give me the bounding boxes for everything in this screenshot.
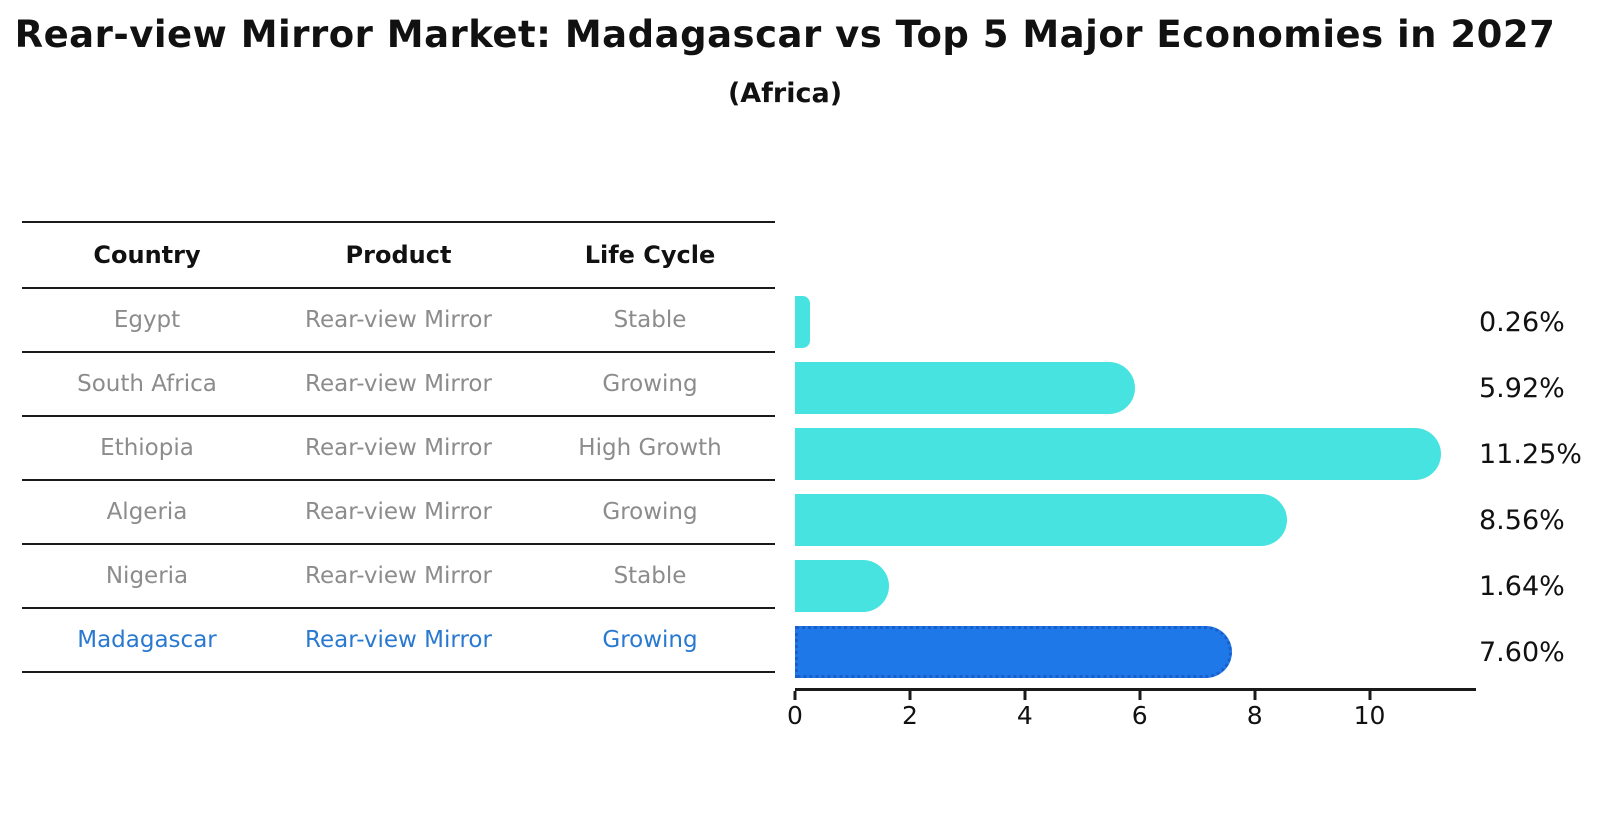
table-row: Egypt Rear-view Mirror Stable	[22, 288, 775, 352]
x-tick-label: 10	[1353, 701, 1386, 730]
bar-row	[795, 289, 1473, 355]
table-row: South Africa Rear-view Mirror Growing	[22, 352, 775, 416]
x-tick-mark	[793, 691, 797, 700]
value-labels: 0.26% 5.92% 11.25% 8.56% 1.64% 7.60%	[1479, 289, 1619, 685]
value-label: 0.26%	[1479, 306, 1565, 338]
value-label: 5.92%	[1479, 372, 1565, 404]
life-cycle-cell: Growing	[602, 627, 698, 653]
bar-ethiopia	[795, 428, 1442, 480]
chart-subtitle: (Africa)	[727, 78, 843, 109]
product-cell: Rear-view Mirror	[305, 435, 492, 461]
x-tick-mark	[908, 691, 912, 700]
life-cycle-cell: Growing	[602, 499, 698, 525]
bar-madagascar	[795, 626, 1232, 678]
country-cell: Algeria	[106, 499, 188, 525]
x-tick-mark	[1138, 691, 1142, 700]
table-header-row: Country Product Life Cycle	[22, 222, 775, 288]
bar-egypt	[795, 296, 810, 348]
x-axis-tick-labels: 0 2 4 6 8 10	[787, 701, 1473, 735]
table-row: Ethiopia Rear-view Mirror High Growth	[22, 416, 775, 480]
table-row: Nigeria Rear-view Mirror Stable	[22, 544, 775, 608]
life-cycle-cell: Stable	[613, 307, 687, 333]
x-tick-mark	[1368, 691, 1372, 700]
bar-row	[795, 355, 1473, 421]
header-country: Country	[93, 241, 201, 269]
bar-nigeria	[795, 560, 890, 612]
country-table: Country Product Life Cycle Egypt Rear-vi…	[22, 221, 775, 673]
product-cell: Rear-view Mirror	[305, 627, 492, 653]
value-label: 11.25%	[1479, 438, 1582, 470]
life-cycle-cell: Growing	[602, 371, 698, 397]
country-cell: Ethiopia	[100, 435, 194, 461]
bar-row	[795, 619, 1473, 685]
value-label: 7.60%	[1479, 636, 1565, 668]
product-cell: Rear-view Mirror	[305, 563, 492, 589]
x-tick-mark	[1253, 691, 1257, 700]
bar-south-africa	[795, 362, 1136, 414]
x-tick-label: 2	[901, 701, 918, 730]
x-tick-mark	[1023, 691, 1027, 700]
x-tick-label: 4	[1016, 701, 1033, 730]
product-cell: Rear-view Mirror	[305, 307, 492, 333]
header-product: Product	[345, 241, 452, 269]
bar-chart-plot-area	[795, 289, 1473, 685]
chart-title: Rear-view Mirror Market: Madagascar vs T…	[14, 13, 1556, 56]
x-tick-label: 6	[1131, 701, 1148, 730]
country-cell: South Africa	[77, 371, 217, 397]
table-row: Algeria Rear-view Mirror Growing	[22, 480, 775, 544]
value-label: 8.56%	[1479, 504, 1565, 536]
x-tick-label: 0	[787, 701, 803, 730]
bar-row	[795, 553, 1473, 619]
country-cell: Madagascar	[77, 627, 217, 653]
bar-row	[795, 487, 1473, 553]
country-cell: Nigeria	[105, 563, 189, 589]
life-cycle-cell: Stable	[613, 563, 687, 589]
value-label: 1.64%	[1479, 570, 1565, 602]
x-tick-label: 8	[1246, 701, 1263, 730]
country-cell: Egypt	[113, 307, 181, 333]
bar-row	[795, 421, 1473, 487]
bar-algeria	[795, 494, 1287, 546]
life-cycle-cell: High Growth	[578, 435, 722, 461]
product-cell: Rear-view Mirror	[305, 371, 492, 397]
x-axis-line	[795, 688, 1476, 691]
x-axis-ticks	[793, 691, 1473, 701]
product-cell: Rear-view Mirror	[305, 499, 492, 525]
table-row-madagascar: Madagascar Rear-view Mirror Growing	[22, 608, 775, 672]
header-life-cycle: Life Cycle	[584, 241, 716, 269]
